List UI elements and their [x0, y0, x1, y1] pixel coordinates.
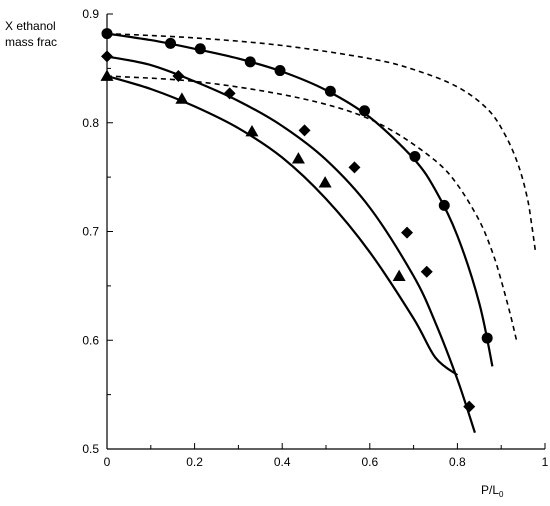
diamond-marker: [223, 87, 236, 100]
y-tick-label: 0.7: [82, 225, 99, 239]
diamond-marker: [348, 161, 361, 174]
fit-curve: [106, 74, 459, 376]
y-tick-label: 0.6: [82, 333, 99, 347]
x-tick-label: 0.8: [449, 455, 466, 469]
y-tick-label: 0.8: [82, 116, 99, 130]
triangle-marker: [291, 152, 305, 164]
x-axis-title-main: P/L: [481, 483, 499, 497]
circle-marker: [165, 37, 177, 49]
triangle-marker: [245, 124, 259, 137]
fit-curve: [106, 32, 494, 367]
y-axis-title-line2: mass frac: [5, 35, 57, 49]
triangle-marker: [175, 92, 189, 104]
circle-marker: [481, 332, 493, 344]
markers: [100, 28, 493, 413]
diamond-marker: [101, 50, 113, 63]
circle-marker: [409, 150, 421, 162]
diamond-marker: [463, 400, 476, 413]
y-axis-title-line1: X ethanol: [5, 19, 56, 33]
diamond-marker: [298, 124, 311, 137]
circle-marker: [438, 199, 450, 211]
fit-curve: [106, 55, 476, 434]
circle-marker: [359, 105, 371, 117]
triangle-marker: [100, 69, 114, 81]
triangle-marker: [392, 269, 406, 281]
axes: 0.5 0.6 0.7 0.8 0.9 0 0.2 0.4 0.6 0.8 1: [82, 7, 548, 469]
dashed-curve: [106, 75, 518, 341]
x-axis-title: P/L0: [481, 483, 504, 499]
y-tick-label: 0.5: [82, 442, 99, 456]
x-axis-title-subscript: 0: [499, 490, 504, 499]
circle-marker: [194, 43, 206, 55]
diamond-marker: [401, 226, 414, 239]
curves: [106, 32, 537, 434]
x-tick-label: 0.4: [274, 455, 291, 469]
x-tick-label: 0.6: [361, 455, 378, 469]
circle-marker: [324, 85, 336, 97]
triangle-marker: [318, 176, 332, 188]
y-tick-label: 0.9: [82, 7, 99, 21]
x-tick-label: 0.2: [186, 455, 203, 469]
diamond-marker: [420, 265, 433, 278]
x-tick-label: 0: [104, 455, 111, 469]
circle-marker: [274, 65, 286, 77]
diamond-marker: [172, 69, 185, 82]
circle-marker: [101, 28, 113, 40]
dashed-curve: [106, 32, 537, 252]
x-tick-label: 1: [542, 455, 549, 469]
circle-marker: [244, 56, 256, 68]
